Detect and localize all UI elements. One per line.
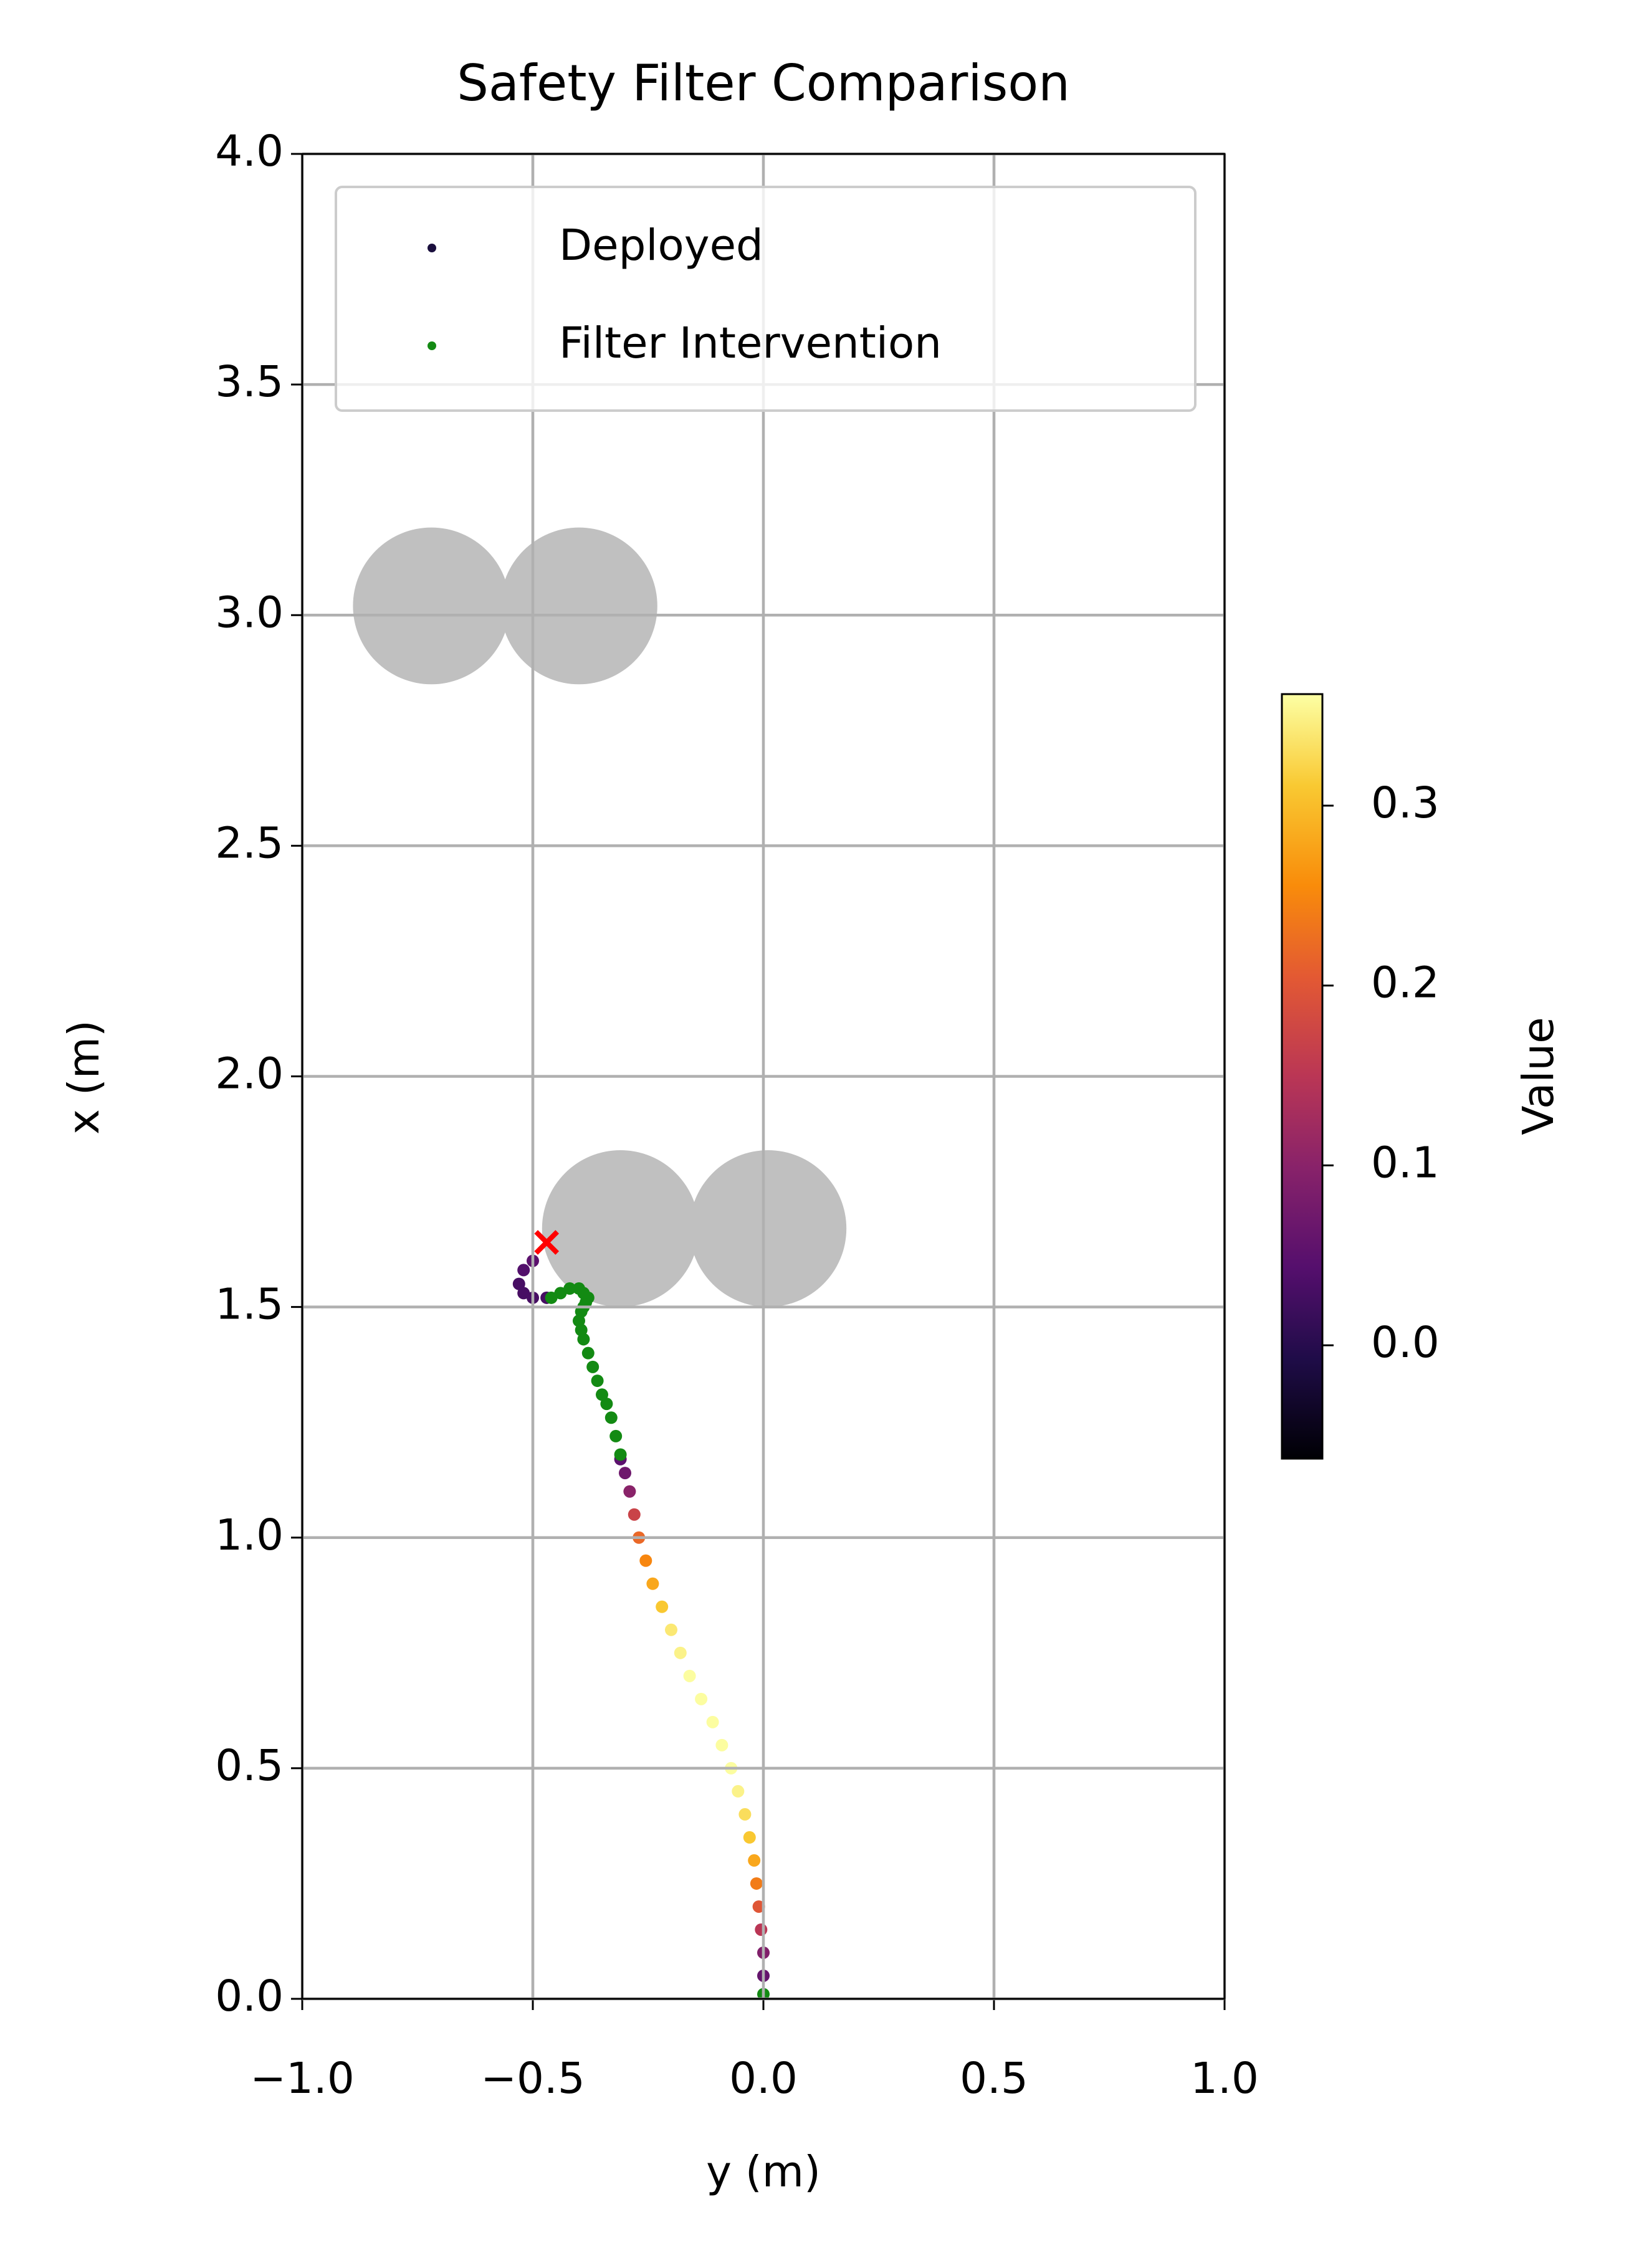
obstacle — [689, 1150, 847, 1307]
y-tick-label: 4.0 — [215, 126, 284, 176]
y-tick-label: 1.5 — [215, 1280, 284, 1330]
axes-frame — [301, 153, 1226, 2000]
data-point — [591, 1375, 604, 1388]
data-point — [517, 1264, 530, 1277]
data-point — [545, 1291, 558, 1304]
data-point — [683, 1669, 696, 1682]
data-point — [573, 1282, 585, 1295]
data-point — [665, 1623, 677, 1636]
x-tick-label: 1.0 — [1190, 2054, 1259, 2104]
data-point — [604, 1411, 618, 1424]
legend-label: Deployed — [559, 221, 763, 270]
data-point — [596, 1388, 608, 1401]
legend-label: Filter Intervention — [559, 318, 942, 368]
data-point — [752, 1900, 765, 1913]
x-tick-label: −1.0 — [250, 2054, 355, 2104]
y-tick-label: 2.5 — [215, 818, 284, 868]
data-point — [646, 1577, 659, 1590]
data-point — [600, 1398, 613, 1411]
x-axis-label: y (m) — [706, 2147, 821, 2197]
data-point — [732, 1784, 745, 1798]
data-point — [743, 1831, 756, 1844]
obstacle — [542, 1150, 699, 1307]
obstacle — [500, 527, 657, 685]
data-point — [628, 1508, 641, 1521]
data-point — [623, 1485, 636, 1498]
data-point — [639, 1554, 652, 1567]
x-tick-label: 0.5 — [960, 2054, 1028, 2104]
colorbar-tick-label: 0.1 — [1371, 1138, 1440, 1188]
y-tick-label: 2.0 — [215, 1049, 284, 1099]
legend-marker — [428, 244, 436, 252]
y-tick-label: 1.0 — [215, 1510, 284, 1560]
data-point — [748, 1854, 761, 1867]
y-tick-label: 3.0 — [215, 588, 284, 637]
colorbar-tick-label: 0.3 — [1371, 778, 1440, 828]
data-point — [619, 1467, 631, 1480]
data-point — [750, 1877, 763, 1890]
data-point — [695, 1692, 708, 1705]
data-point — [609, 1429, 623, 1442]
data-point — [706, 1715, 719, 1728]
data-point — [715, 1738, 729, 1751]
data-point — [512, 1277, 525, 1290]
legend-marker — [428, 341, 436, 350]
x-tick-label: −0.5 — [480, 2054, 585, 2104]
data-point — [563, 1282, 576, 1295]
data-point — [755, 1923, 768, 1936]
colorbar-tick-label: 0.0 — [1371, 1318, 1440, 1368]
colorbar — [1281, 693, 1324, 1460]
y-tick-label: 0.0 — [215, 1971, 284, 2021]
colorbar-tick-label: 0.2 — [1371, 958, 1440, 1008]
y-tick-label: 3.5 — [215, 357, 284, 407]
data-point — [554, 1287, 567, 1300]
data-point — [586, 1360, 600, 1373]
legend-box — [335, 186, 1197, 412]
colorbar-label: Value — [1514, 1017, 1564, 1135]
end-marker — [534, 1230, 560, 1255]
obstacle — [353, 527, 510, 685]
data-point — [517, 1287, 530, 1300]
data-point — [614, 1448, 627, 1461]
data-point — [656, 1600, 669, 1613]
y-tick-label: 0.5 — [215, 1741, 284, 1791]
data-point — [581, 1346, 595, 1360]
data-point — [738, 1808, 752, 1821]
y-axis-label: x (m) — [59, 1020, 109, 1135]
x-tick-label: 0.0 — [729, 2054, 798, 2104]
chart-title: Safety Filter Comparison — [457, 54, 1070, 112]
data-point — [674, 1646, 687, 1659]
